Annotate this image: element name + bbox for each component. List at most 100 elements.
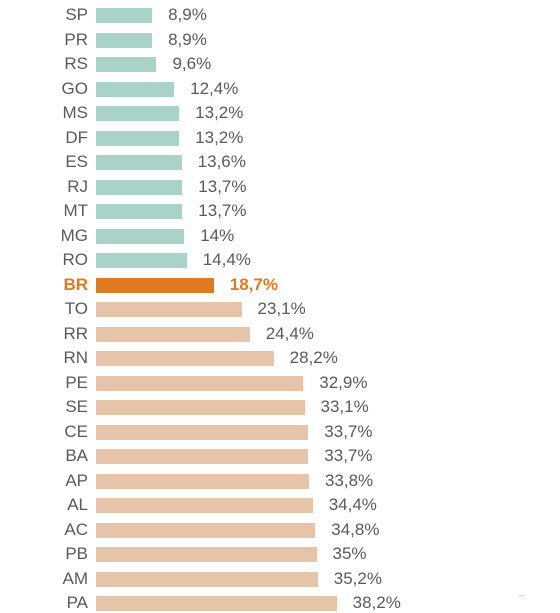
bar xyxy=(96,351,274,366)
value-label: 32,9% xyxy=(319,372,368,392)
bar-row-ms: MS 13,2% xyxy=(0,103,560,123)
value-label: 12,4% xyxy=(190,78,239,98)
bar-row-ap: AP 33,8% xyxy=(0,471,560,491)
bar-row-am: AM 35,2% xyxy=(0,569,560,589)
bar-row-ce: CE 33,7% xyxy=(0,422,560,442)
value-label: 13,7% xyxy=(198,201,247,220)
value-label: 24,4% xyxy=(265,323,314,343)
value-label: 8,9% xyxy=(168,5,207,24)
value-label: 35% xyxy=(332,544,367,563)
bar-row-se: SE 33,1% xyxy=(0,397,560,417)
value-label: 35,2% xyxy=(333,568,382,588)
value-label: 28,2% xyxy=(289,348,338,367)
bar xyxy=(96,375,304,391)
category-label: ES xyxy=(65,152,88,171)
category-label: GO xyxy=(61,78,88,98)
bar xyxy=(96,130,180,146)
bar xyxy=(96,596,337,611)
bar-row-rs: RS 9,6% xyxy=(0,54,560,74)
bar-row-mg: MG 14% xyxy=(0,226,560,246)
category-label: RS xyxy=(64,54,88,73)
value-label: 9,6% xyxy=(172,54,212,73)
bar-row-rn: RN 28,2% xyxy=(0,348,560,368)
bar xyxy=(96,302,242,317)
category-label: RN xyxy=(63,348,88,367)
corner-mark: ... xyxy=(518,592,524,598)
bar xyxy=(96,498,313,513)
category-label: SE xyxy=(65,397,88,416)
bar-row-ro: RO 14,4% xyxy=(0,250,560,270)
value-label: 23,1% xyxy=(257,299,306,318)
bar xyxy=(96,8,153,23)
bar xyxy=(96,326,250,342)
bar xyxy=(96,228,185,244)
bar xyxy=(96,204,183,219)
bar-row-ac: AC 34,8% xyxy=(0,520,560,540)
category-label: SP xyxy=(65,5,88,24)
bar xyxy=(96,179,183,195)
bar xyxy=(96,277,214,293)
bar-row-mt: MT 13,7% xyxy=(0,201,560,221)
category-label: BR xyxy=(63,274,88,294)
category-label: PE xyxy=(65,372,88,392)
bar-row-sp: SP 8,9% xyxy=(0,5,560,25)
bar xyxy=(96,57,157,72)
value-label: 33,7% xyxy=(324,446,373,465)
category-label: CE xyxy=(64,421,88,441)
bar xyxy=(96,155,182,170)
category-label: RO xyxy=(62,250,89,269)
bar xyxy=(96,473,309,489)
category-label: AC xyxy=(64,519,88,539)
category-label: PA xyxy=(66,593,88,612)
bar-row-rj: RJ 13,7% xyxy=(0,177,560,197)
bar xyxy=(96,522,316,538)
bar-row-pb: PB 35% xyxy=(0,544,560,564)
bar xyxy=(96,400,305,415)
bar xyxy=(96,32,153,48)
category-label: AP xyxy=(65,470,88,490)
value-label: 13,7% xyxy=(198,176,247,196)
value-label: 38,2% xyxy=(352,593,401,612)
bar xyxy=(96,106,180,121)
value-label: 13,2% xyxy=(195,103,244,122)
bar-row-go: GO 12,4% xyxy=(0,79,560,99)
bar xyxy=(96,81,175,97)
bar-row-ba: BA 33,7% xyxy=(0,446,560,466)
value-label: 13,2% xyxy=(195,127,244,147)
bar xyxy=(96,547,317,562)
bar-row-to: TO 23,1% xyxy=(0,299,560,319)
bar-row-pr: PR 8,9% xyxy=(0,30,560,50)
value-label: 33,7% xyxy=(324,421,373,441)
category-label: AL xyxy=(67,495,88,514)
bar xyxy=(96,253,187,268)
value-label: 14% xyxy=(200,225,235,245)
category-label: MG xyxy=(60,225,88,245)
bar-row-rr: RR 24,4% xyxy=(0,324,560,344)
bar-row-al: AL 34,4% xyxy=(0,495,560,515)
category-label: MS xyxy=(62,103,89,122)
value-label: 18,7% xyxy=(229,274,278,294)
value-label: 33,8% xyxy=(324,470,374,490)
value-label: 14,4% xyxy=(202,250,251,269)
category-label: TO xyxy=(64,299,88,318)
category-label: DF xyxy=(65,127,88,147)
category-label: AM xyxy=(62,568,89,588)
bar-chart: SP 8,9% PR 8,9% RS 9,6% GO 12,4% MS 13,2% DF 13,2% E… xyxy=(0,5,560,612)
category-label: PR xyxy=(64,29,88,49)
category-label: MT xyxy=(63,201,88,220)
category-label: BA xyxy=(65,446,88,465)
category-label: RR xyxy=(63,323,88,343)
bar xyxy=(96,449,309,464)
value-label: 34,4% xyxy=(328,495,377,514)
value-label: 8,9% xyxy=(168,29,207,49)
bar xyxy=(96,571,318,587)
bar-row-df: DF 13,2% xyxy=(0,128,560,148)
category-label: PB xyxy=(65,544,88,563)
bar-row-br: BR 18,7% xyxy=(0,275,560,295)
value-label: 13,6% xyxy=(197,152,246,171)
category-label: RJ xyxy=(67,176,88,196)
bar xyxy=(96,424,309,440)
value-label: 33,1% xyxy=(320,397,369,416)
bar-row-pe: PE 32,9% xyxy=(0,373,560,393)
value-label: 34,8% xyxy=(331,519,380,539)
